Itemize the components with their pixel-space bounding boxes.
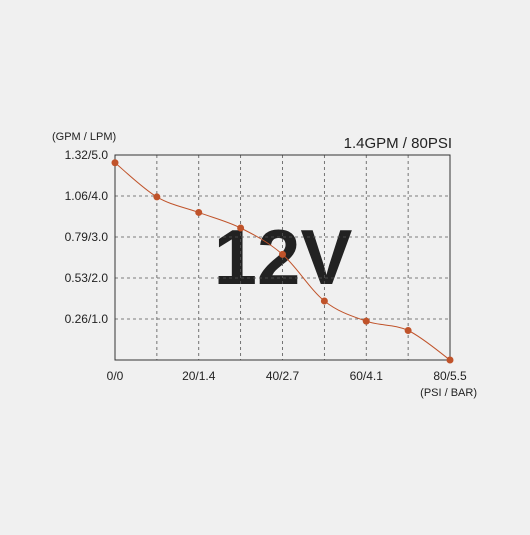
x-axis-label: (PSI / BAR) — [420, 387, 477, 399]
y-tick-label: 0.79/3.0 — [65, 230, 109, 244]
y-axis-label: (GPM / LPM) — [52, 131, 116, 143]
data-point — [320, 297, 328, 305]
data-point — [153, 193, 161, 201]
plot-frame — [114, 154, 451, 361]
x-tick-label: 0/0 — [107, 369, 124, 383]
x-tick-label: 20/1.4 — [182, 369, 216, 383]
data-point — [362, 317, 370, 325]
data-point — [404, 326, 412, 334]
x-tick-label: 80/5.5 — [433, 369, 467, 383]
x-tick-labels: 0/0 20/1.4 40/2.7 60/4.1 80/5.5 — [107, 369, 467, 383]
y-tick-label: 0.53/2.0 — [65, 271, 109, 285]
data-point — [195, 208, 203, 216]
chart-title: 1.4GPM / 80PSI — [344, 135, 452, 152]
y-tick-labels: 1.32/5.0 1.06/4.0 0.79/3.0 0.53/2.0 0.26/1.0 — [65, 148, 109, 326]
data-point — [446, 356, 454, 364]
data-point — [279, 250, 286, 258]
data-point — [111, 159, 119, 167]
y-tick-label: 0.26/1.0 — [65, 312, 109, 326]
data-points — [111, 159, 454, 364]
y-tick-label: 1.32/5.0 — [65, 148, 109, 162]
x-tick-label: 40/2.7 — [266, 369, 300, 383]
x-tick-label: 60/4.1 — [350, 369, 384, 383]
y-tick-label: 1.06/4.0 — [65, 189, 109, 203]
data-point — [237, 224, 245, 232]
